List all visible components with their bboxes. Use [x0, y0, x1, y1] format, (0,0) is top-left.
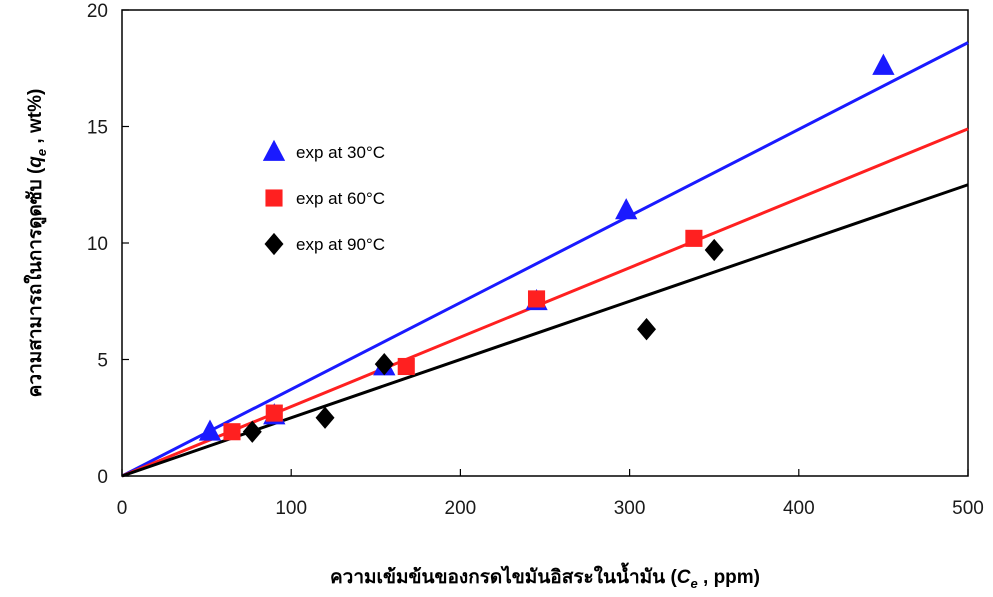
y-axis: 0 5 10 15 20	[87, 1, 129, 488]
data-point-square	[265, 404, 283, 422]
fit-lines	[121, 41, 969, 478]
data-markers	[198, 53, 895, 443]
fit-line	[121, 41, 969, 478]
data-point-diamond	[637, 318, 657, 341]
fit-line	[121, 183, 969, 478]
x-axis-title-symbol: C	[677, 567, 691, 588]
legend-label: exp at 30°C	[296, 143, 385, 162]
data-point-square	[685, 229, 703, 247]
data-point-triangle	[198, 419, 222, 441]
plot-area-frame	[121, 9, 969, 477]
legend-label: exp at 60°C	[296, 189, 385, 208]
legend-marker-triangle	[262, 139, 286, 161]
y-tick-label: 20	[87, 1, 108, 22]
data-point-diamond	[704, 238, 724, 262]
y-axis-title: ความสามารถในการดูดซับ (qe , wt%)	[23, 89, 49, 398]
data-point-triangle	[615, 198, 638, 220]
y-axis-title-subscript: e	[34, 149, 49, 156]
data-point-diamond	[315, 406, 335, 429]
y-axis-title-prefix: ความสามารถในการดูดซับ (	[23, 167, 47, 397]
data-point-square	[223, 423, 241, 441]
data-point-triangle	[872, 53, 895, 75]
x-tick-label: 0	[117, 498, 128, 519]
x-axis-title-prefix: ความเข้มข้นของกรดไขมันอิสระในน้ำมัน (	[330, 562, 677, 588]
x-tick-label: 400	[783, 498, 815, 519]
y-tick-label: 15	[87, 118, 108, 139]
legend: exp at 30°C exp at 60°C exp at 90°C	[262, 139, 385, 256]
x-tick-label: 500	[952, 498, 984, 519]
y-axis-title-suffix: , wt%)	[25, 89, 46, 149]
x-axis-title: ความเข้มข้นของกรดไขมันอิสระในน้ำมัน (Ce …	[330, 562, 760, 591]
data-point-square	[527, 290, 546, 308]
x-axis: 0 100 200 300 400 500	[117, 469, 984, 519]
legend-marker-diamond	[264, 232, 284, 256]
y-tick-label: 0	[97, 467, 108, 488]
x-tick-label: 300	[614, 498, 646, 519]
data-point-diamond	[242, 420, 262, 443]
data-point-square	[397, 357, 415, 376]
x-tick-label: 100	[275, 498, 307, 519]
y-tick-label: 10	[87, 234, 108, 255]
y-axis-title-symbol: q	[25, 156, 46, 168]
legend-label: exp at 90°C	[296, 235, 385, 254]
data-point-diamond	[374, 353, 394, 376]
legend-marker-square	[265, 189, 283, 207]
x-axis-title-subscript: e	[691, 576, 698, 591]
x-tick-label: 200	[445, 498, 477, 519]
y-tick-label: 5	[97, 351, 108, 372]
x-axis-title-suffix: , ppm)	[698, 567, 760, 588]
